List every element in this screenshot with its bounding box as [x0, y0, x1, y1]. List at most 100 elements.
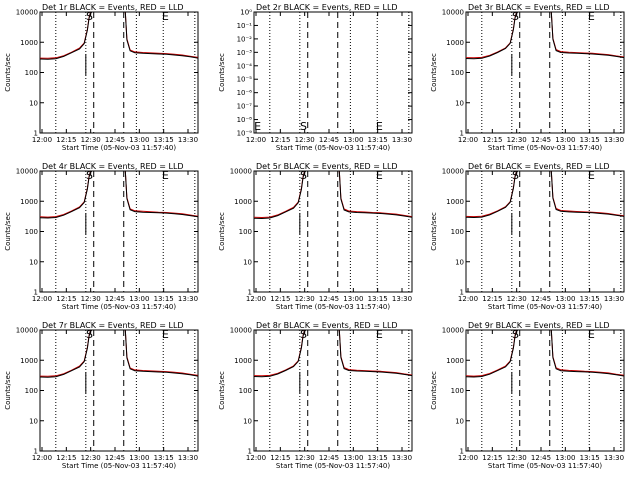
panel-title: Det 3r BLACK = Events, RED = LLD	[468, 3, 610, 12]
y-tick-label: 10	[29, 99, 38, 107]
plot-frame	[39, 170, 199, 293]
x-tick-label: 13:30	[604, 136, 624, 144]
y-tick-label: 10⁻¹	[237, 22, 253, 30]
panel-title: Det 2r BLACK = Events, RED = LLD	[256, 3, 398, 12]
y-tick-label: 100	[25, 228, 38, 236]
x-tick-label: 12:30	[295, 454, 315, 462]
panel-title: Det 8r BLACK = Events, RED = LLD	[256, 321, 398, 330]
x-tick-label: 12:30	[81, 454, 101, 462]
panel-title: Det 4r BLACK = Events, RED = LLD	[42, 162, 184, 171]
x-tick-label: 13:15	[368, 454, 388, 462]
y-tick-label: 10000	[16, 327, 38, 335]
x-tick-label: 12:00	[246, 454, 266, 462]
x-tick-label: 13:15	[580, 295, 600, 303]
y-tick-label: 100	[239, 387, 252, 395]
y-tick-label: 10⁻⁹	[237, 130, 253, 138]
x-tick-label: 12:30	[81, 136, 101, 144]
x-tick-label: 12:45	[319, 295, 339, 303]
x-tick-label: 13:15	[580, 136, 600, 144]
y-tick-label: 10000	[442, 168, 464, 176]
x-tick-label: 12:00	[458, 295, 478, 303]
x-tick-label: 12:45	[531, 454, 551, 462]
x-tick-label: 12:45	[105, 295, 125, 303]
y-tick-label: 100	[451, 387, 464, 395]
time-marker-e: E	[162, 10, 169, 23]
y-axis-title: Counts/sec	[218, 212, 226, 251]
x-axis-title: Start Time (05-Nov-03 11:57:40)	[276, 462, 390, 470]
plot-frame	[253, 329, 413, 452]
x-tick-label: 12:15	[270, 295, 290, 303]
y-tick-label: 10⁻⁸	[237, 116, 253, 124]
y-tick-label: 10	[455, 258, 464, 266]
series-events-line	[466, 330, 624, 378]
plot-frame	[465, 329, 625, 452]
series-lld-line	[40, 330, 198, 377]
x-tick-label: 12:15	[56, 454, 76, 462]
y-tick-label: 1000	[446, 357, 464, 365]
x-tick-label: 12:45	[531, 295, 551, 303]
y-tick-label: 1000	[234, 198, 252, 206]
y-axis-title: Counts/sec	[430, 371, 438, 410]
x-tick-label: 12:00	[246, 295, 266, 303]
series-lld-line	[466, 12, 624, 59]
time-marker-e: E	[588, 169, 595, 182]
plot-frame	[465, 11, 625, 134]
y-axis-title: Counts/sec	[218, 53, 226, 92]
x-tick-label: 12:15	[56, 136, 76, 144]
x-tick-label: 13:15	[154, 136, 174, 144]
time-marker-e: E	[376, 169, 383, 182]
y-tick-label: 10	[455, 99, 464, 107]
y-axis-title: Counts/sec	[218, 371, 226, 410]
y-tick-label: 10⁻³	[237, 49, 253, 57]
x-axis-title: Start Time (05-Nov-03 11:57:40)	[276, 303, 390, 311]
x-tick-label: 12:30	[295, 295, 315, 303]
y-tick-label: 1	[248, 289, 252, 297]
y-axis-title: Counts/sec	[4, 212, 12, 251]
x-tick-label: 13:30	[604, 454, 624, 462]
y-tick-label: 10	[29, 258, 38, 266]
x-tick-label: 12:15	[482, 136, 502, 144]
y-axis-title: Counts/sec	[4, 371, 12, 410]
y-tick-label: 10⁻⁷	[237, 103, 253, 111]
x-tick-label: 12:45	[105, 454, 125, 462]
y-tick-label: 100	[25, 387, 38, 395]
y-tick-label: 10	[243, 258, 252, 266]
x-tick-label: 12:30	[81, 295, 101, 303]
x-tick-label: 13:00	[129, 136, 149, 144]
x-tick-label: 13:00	[343, 295, 363, 303]
series-lld-line	[466, 330, 624, 377]
x-tick-label: 13:30	[392, 454, 412, 462]
x-axis-title: Start Time (05-Nov-03 11:57:40)	[62, 144, 176, 152]
y-tick-label: 1000	[234, 357, 252, 365]
y-tick-label: 1000	[20, 198, 38, 206]
x-tick-label: 13:30	[604, 295, 624, 303]
x-tick-label: 13:15	[368, 136, 388, 144]
plot-frame	[465, 170, 625, 293]
y-axis-title: Counts/sec	[430, 53, 438, 92]
y-tick-label: 10000	[442, 9, 464, 17]
x-tick-label: 13:15	[154, 454, 174, 462]
y-tick-label: 1	[248, 448, 252, 456]
series-events-line	[466, 171, 624, 219]
x-tick-label: 12:15	[270, 454, 290, 462]
x-tick-label: 12:45	[319, 454, 339, 462]
x-tick-label: 12:00	[32, 454, 52, 462]
y-tick-label: 10⁻⁵	[237, 76, 253, 84]
series-lld-line	[254, 330, 412, 377]
series-events-line	[40, 171, 198, 219]
y-tick-label: 10	[243, 417, 252, 425]
x-tick-label: 13:00	[555, 295, 575, 303]
x-tick-label: 13:00	[129, 454, 149, 462]
x-tick-label: 12:45	[531, 136, 551, 144]
y-tick-label: 10000	[16, 9, 38, 17]
x-tick-label: 13:00	[555, 136, 575, 144]
x-tick-label: 12:15	[482, 295, 502, 303]
y-tick-label: 1	[460, 289, 464, 297]
y-tick-label: 10	[455, 417, 464, 425]
y-tick-label: 1	[34, 289, 38, 297]
y-tick-label: 100	[239, 228, 252, 236]
